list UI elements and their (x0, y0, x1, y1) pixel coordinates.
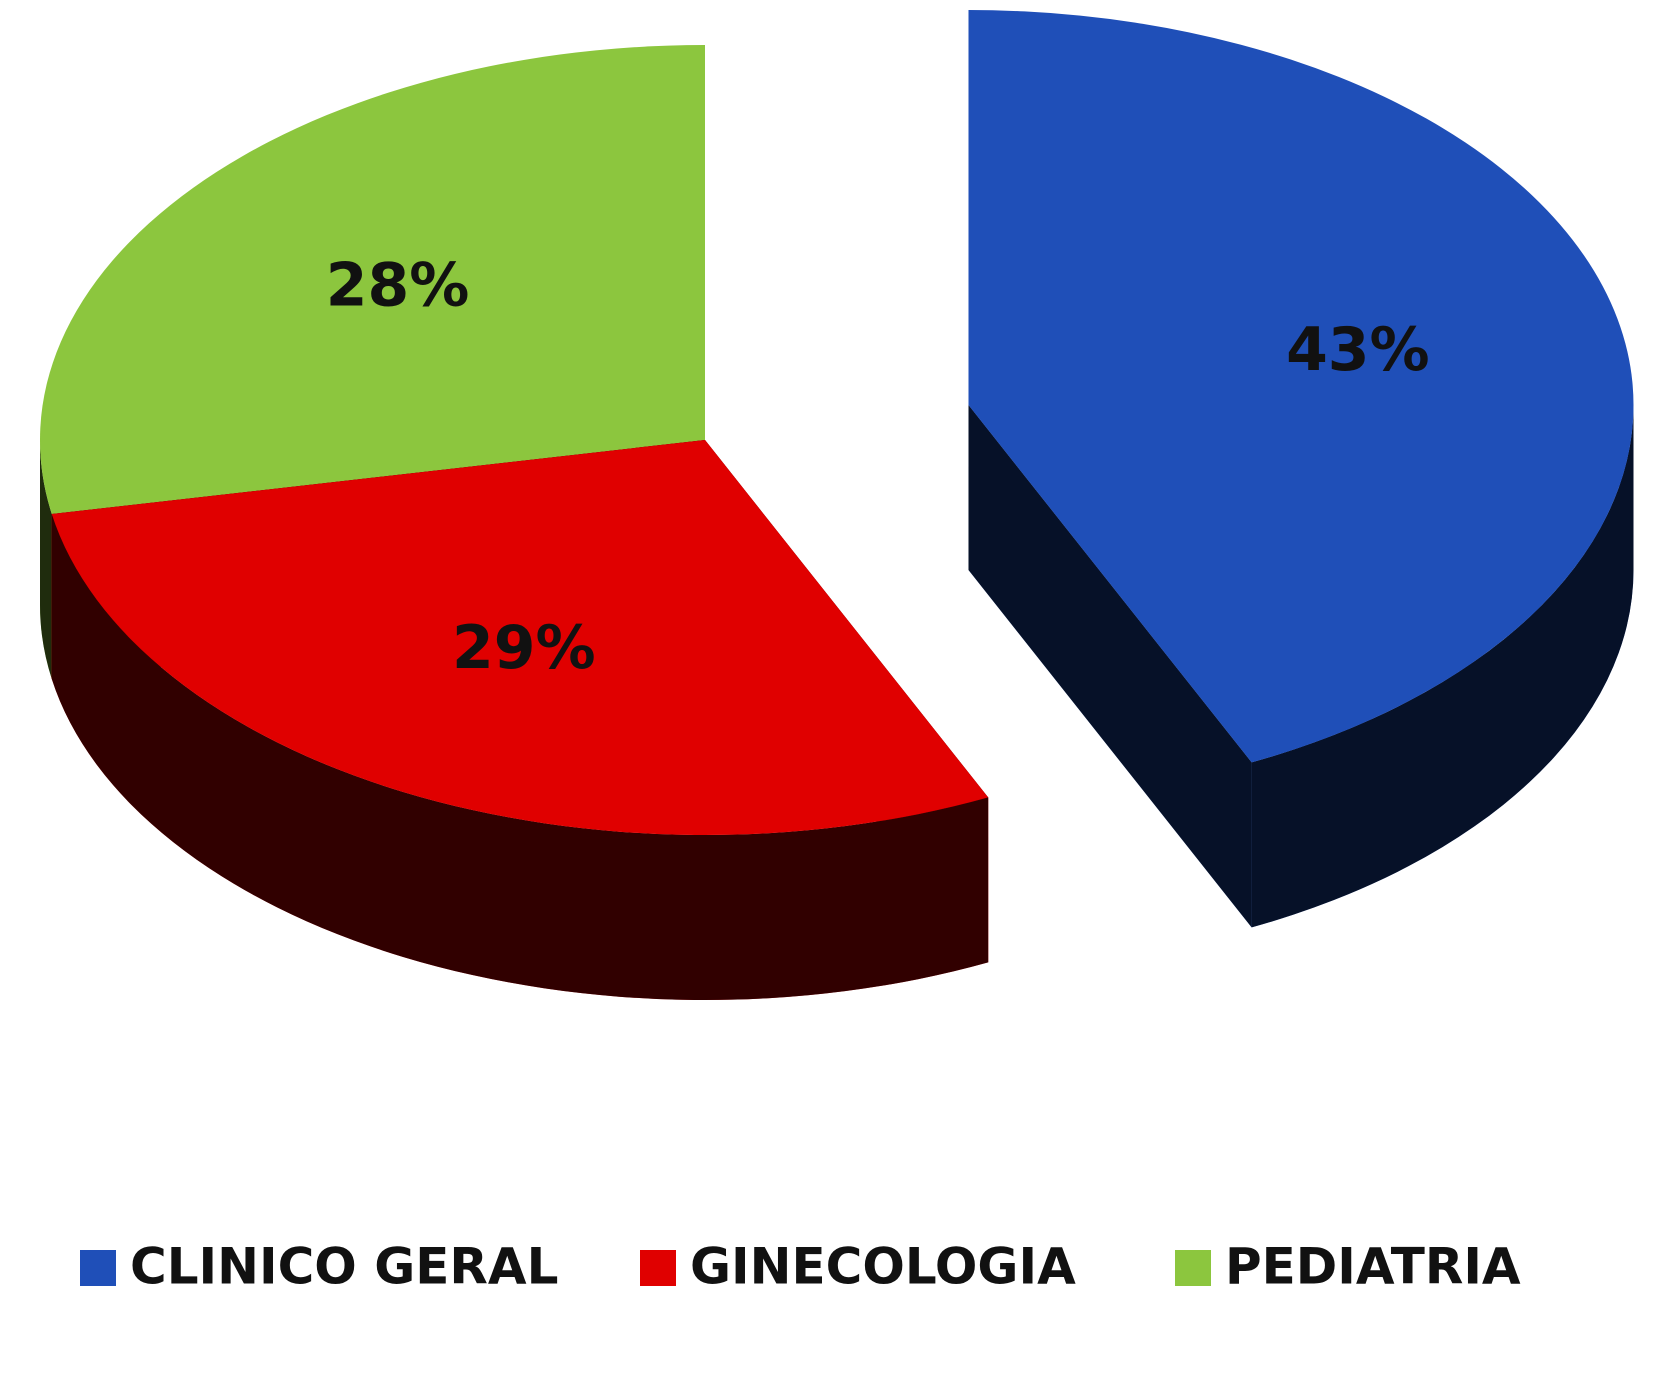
value-label: 29% (452, 613, 596, 683)
slice-shade (40, 440, 52, 680)
legend-swatch (80, 1250, 116, 1286)
value-label: 43% (1286, 315, 1430, 385)
slice (39, 45, 705, 515)
slice (968, 10, 1634, 763)
slice-shade (1251, 405, 1634, 928)
legend-swatch (1175, 1250, 1211, 1286)
legend-label: GINECOLOGIA (690, 1238, 1076, 1296)
legend-label: PEDIATRIA (1225, 1238, 1521, 1296)
legend-swatch (640, 1250, 676, 1286)
slice (51, 440, 989, 835)
slice-shade (968, 405, 1252, 928)
slice-shade (51, 514, 989, 1000)
value-label: 28% (326, 251, 470, 321)
legend-label: CLINICO GERAL (130, 1238, 558, 1296)
